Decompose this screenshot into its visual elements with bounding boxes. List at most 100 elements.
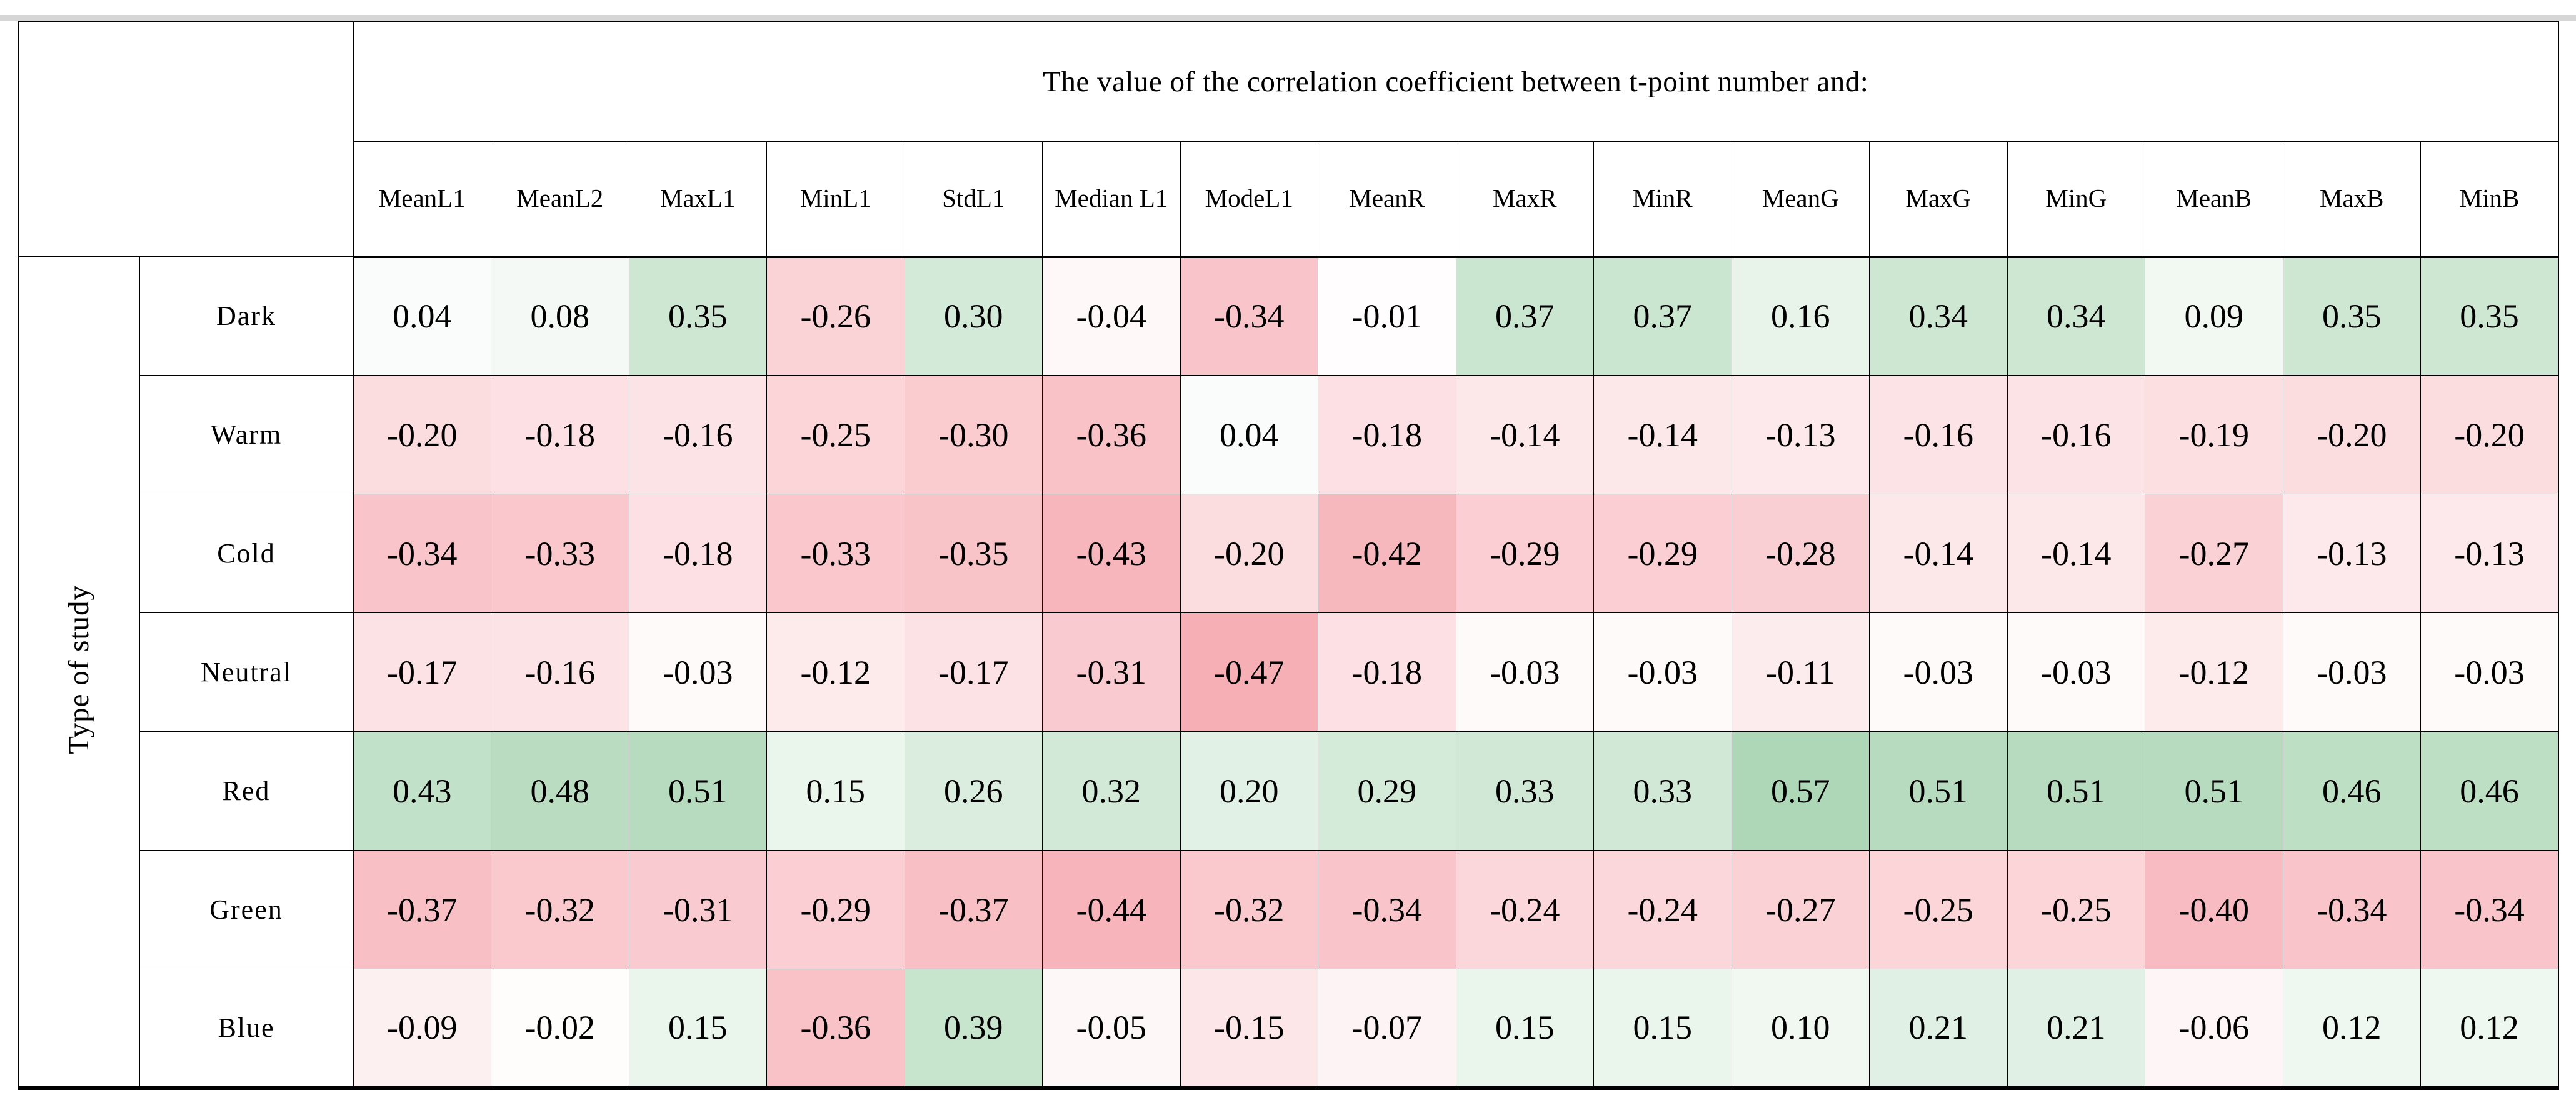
value-cell: -0.16 — [2007, 375, 2145, 494]
column-header: MinB — [2420, 141, 2559, 258]
value-cell: 0.35 — [2282, 256, 2421, 376]
value-cell: 0.33 — [1455, 731, 1594, 851]
table-row: Cold -0.34 -0.33 -0.18 -0.33 -0.35 -0.43 -0.20-… — [18, 494, 2559, 613]
row-label: Blue — [139, 969, 354, 1088]
value-cell: 0.10 — [1731, 969, 1870, 1088]
value-cell: -0.03 — [1455, 612, 1594, 732]
value-cell: -0.18 — [628, 494, 767, 613]
value-cell: 0.04 — [353, 256, 491, 376]
top-border-strip — [0, 15, 2576, 21]
table-row: Blue -0.09 -0.02 0.15 -0.36 0.39 -0.05 -0.15 -0.… — [18, 969, 2559, 1088]
table-row: Neutral -0.17 -0.16 -0.03 -0.12 -0.17 -0.31 -0.… — [18, 612, 2559, 732]
row-label: Red — [139, 731, 354, 851]
value-cell: 0.15 — [1455, 969, 1594, 1088]
value-cell: 0.33 — [1593, 731, 1732, 851]
value-cell: -0.16 — [491, 612, 629, 732]
value-cell: -0.27 — [1731, 850, 1870, 969]
title-row: The value of the correlation coefficient… — [18, 21, 2559, 257]
value-cell: -0.24 — [1455, 850, 1594, 969]
value-cell: -0.01 — [1318, 256, 1456, 376]
value-cell: -0.43 — [1042, 494, 1181, 613]
value-cell: -0.14 — [2007, 494, 2145, 613]
value-cell: 0.16 — [1731, 256, 1870, 376]
value-cell: -0.17 — [904, 612, 1043, 732]
value-cell: 0.51 — [2145, 731, 2283, 851]
row-label: Neutral — [139, 612, 354, 732]
value-cell: -0.07 — [1318, 969, 1456, 1088]
value-cell: -0.36 — [766, 969, 905, 1088]
column-header-row: MeanL1 MeanL2 MaxL1 MinL1 StdL1 Median L1 Mode… — [18, 141, 2559, 258]
correlation-table: The value of the correlation coefficient… — [18, 21, 2559, 1090]
row-label: Green — [139, 850, 354, 969]
value-cell: -0.34 — [2420, 850, 2559, 969]
value-cell: -0.29 — [766, 850, 905, 969]
value-cell: -0.03 — [628, 612, 767, 732]
value-cell: -0.20 — [2420, 375, 2559, 494]
column-header: ModeL1 — [1180, 141, 1318, 258]
value-cell: -0.25 — [1869, 850, 2008, 969]
value-cell: 0.20 — [1180, 731, 1318, 851]
value-cell: -0.31 — [628, 850, 767, 969]
value-cell: -0.32 — [1180, 850, 1318, 969]
value-cell: -0.05 — [1042, 969, 1181, 1088]
value-cell: -0.34 — [2282, 850, 2421, 969]
value-cell: -0.19 — [2145, 375, 2283, 494]
value-cell: -0.31 — [1042, 612, 1181, 732]
column-header: MeanL2 — [491, 141, 629, 258]
column-header: MeanL1 — [353, 141, 491, 258]
table-row: Red 0.43 0.48 0.51 0.15 0.26 0.32 0.20 0.29 0.33 0… — [18, 731, 2559, 851]
value-cell: 0.46 — [2282, 731, 2421, 851]
value-cell: 0.51 — [628, 731, 767, 851]
value-cell: 0.21 — [1869, 969, 2008, 1088]
value-cell: -0.32 — [491, 850, 629, 969]
value-cell: -0.33 — [491, 494, 629, 613]
value-cell: 0.57 — [1731, 731, 1870, 851]
value-cell: -0.28 — [1731, 494, 1870, 613]
value-cell: -0.27 — [2145, 494, 2283, 613]
value-cell: 0.48 — [491, 731, 629, 851]
value-cell: 0.15 — [766, 731, 905, 851]
value-cell: 0.12 — [2420, 969, 2559, 1088]
value-cell: -0.25 — [766, 375, 905, 494]
value-cell: 0.34 — [2007, 256, 2145, 376]
column-header: Median L1 — [1042, 141, 1181, 258]
value-cell: 0.30 — [904, 256, 1043, 376]
value-cell: -0.34 — [353, 494, 491, 613]
column-header: MeanB — [2145, 141, 2283, 258]
value-cell: 0.26 — [904, 731, 1043, 851]
column-header: MeanG — [1731, 141, 1870, 258]
column-header: MeanR — [1318, 141, 1456, 258]
table-row: Warm -0.20 -0.18 -0.16 -0.25 -0.30 -0.36 0.04 -0… — [18, 375, 2559, 494]
value-cell: 0.39 — [904, 969, 1043, 1088]
row-label: Cold — [139, 494, 354, 613]
column-header: MaxG — [1869, 141, 2008, 258]
value-cell: -0.12 — [2145, 612, 2283, 732]
value-cell: -0.15 — [1180, 969, 1318, 1088]
value-cell: -0.37 — [904, 850, 1043, 969]
value-cell: -0.34 — [1318, 850, 1456, 969]
value-cell: 0.37 — [1593, 256, 1732, 376]
value-cell: -0.17 — [353, 612, 491, 732]
value-cell: -0.14 — [1455, 375, 1594, 494]
value-cell: -0.18 — [1318, 612, 1456, 732]
value-cell: -0.16 — [1869, 375, 2008, 494]
value-cell: 0.09 — [2145, 256, 2283, 376]
value-cell: -0.20 — [2282, 375, 2421, 494]
column-header: MinL1 — [766, 141, 905, 258]
column-header: StdL1 — [904, 141, 1043, 258]
value-cell: -0.13 — [1731, 375, 1870, 494]
value-cell: -0.06 — [2145, 969, 2283, 1088]
value-cell: -0.37 — [353, 850, 491, 969]
value-cell: -0.16 — [628, 375, 767, 494]
corner-cell — [18, 21, 354, 257]
column-header: MinG — [2007, 141, 2145, 258]
table-title: The value of the correlation coefficient… — [353, 21, 2559, 142]
row-label: Dark — [139, 256, 354, 376]
row-label: Warm — [139, 375, 354, 494]
value-cell: -0.24 — [1593, 850, 1732, 969]
value-cell: -0.18 — [1318, 375, 1456, 494]
column-header: MaxL1 — [628, 141, 767, 258]
value-cell: 0.35 — [628, 256, 767, 376]
value-cell: 0.51 — [1869, 731, 2008, 851]
value-cell: 0.51 — [2007, 731, 2145, 851]
